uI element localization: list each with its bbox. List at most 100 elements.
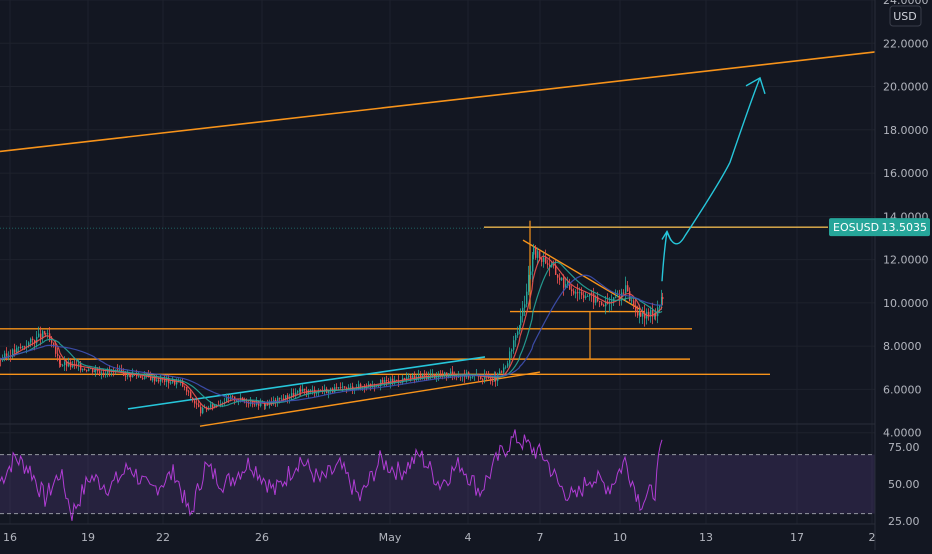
candle-body [80,363,82,371]
candle-body [652,310,654,317]
candle-body [248,403,250,404]
price-axis[interactable]: 24.000022.000020.000018.000016.000014.00… [874,0,932,550]
candle-body [202,407,204,414]
candle-body [170,382,172,384]
time-axis[interactable]: 16 19 22 26 May 4 7 10 13 17 2 [0,523,876,544]
candle-body [176,381,178,385]
candle-body [617,295,619,298]
candle-body [45,333,47,335]
candle-body [312,389,314,391]
rsi-tick-label: 25.00 [888,515,920,528]
candle-body [579,292,581,294]
candle-body [42,331,44,339]
candle-body [404,378,406,380]
candle-body [260,402,262,406]
candle-body [648,311,650,317]
candle-body [28,342,30,347]
candle-body [105,373,107,375]
candle-body [589,293,591,297]
price-tick-label: 22.0000 [883,37,929,50]
candle-body [662,297,664,300]
candle-body [310,390,312,391]
candle-body [156,379,158,382]
candle-body [16,347,18,353]
candle-body [470,377,472,379]
time-tick-label: 2 [869,531,876,544]
candle-body [338,387,340,389]
candle-body [53,342,55,346]
candle-body [408,375,410,378]
candle-body [505,366,507,368]
time-tick-label: 10 [613,531,627,544]
candle-body [297,391,299,393]
candle-body [482,379,484,380]
candle-body [265,404,267,407]
candle-body [559,277,561,281]
candle-body [34,340,36,344]
candle-body [406,377,408,380]
candle-body [182,381,184,387]
candle-body [86,370,88,372]
candle-body [358,384,360,389]
candle-body [571,289,573,292]
candle-body [300,389,302,392]
candle-body [212,404,214,408]
candle-body [59,355,61,364]
candle-body [293,393,295,397]
projection-arrowhead-1 [661,230,672,241]
candle-body [575,292,577,294]
time-tick-label: 4 [465,531,472,544]
candle-body [186,386,188,392]
candle-body [509,351,511,364]
candle-body [601,301,603,306]
candle-body [140,375,142,378]
candle-body [547,263,549,265]
candle-body [287,395,289,399]
price-tick-label: 24.0000 [883,0,929,7]
candle-body [515,335,517,341]
candle-body [563,277,565,288]
candle-body [101,372,103,374]
candle-body [94,371,96,373]
candle-body [581,292,583,296]
candle-body [650,310,652,317]
candle-body [119,369,121,371]
price-axis-bg [875,0,932,550]
candle-body [565,284,567,288]
candle-body [66,361,68,367]
time-tick-label: 17 [790,531,804,544]
candle-body [555,265,557,275]
candle-body [654,313,656,317]
candle-body [533,247,535,255]
candle-body [314,389,316,394]
price-tick-label: 8.0000 [883,340,922,353]
candle-body [599,301,601,302]
candle-body [168,378,170,384]
candle-body [526,291,528,305]
candle-body [537,251,539,258]
candle-body [561,277,563,281]
candle-body [539,251,541,259]
candle-body [492,381,494,382]
candle-body [136,374,138,377]
last-price-symbol: EOSUSD [833,221,879,234]
candle-body [40,333,42,339]
candle-body [655,313,657,317]
candle-body [659,305,661,308]
candle-body [160,377,162,382]
candle-body [639,312,641,316]
candle-body [90,368,92,370]
candle-body [127,372,129,377]
ma-slow [0,274,663,404]
candle-body [328,389,330,394]
candle-body [591,293,593,295]
candle-body [384,380,386,383]
candle-body [117,369,119,371]
candle-body [541,258,543,262]
currency-badge[interactable]: USD [889,5,922,27]
candle-body [68,362,70,367]
candle-body [236,400,238,402]
candle-body [553,264,555,266]
